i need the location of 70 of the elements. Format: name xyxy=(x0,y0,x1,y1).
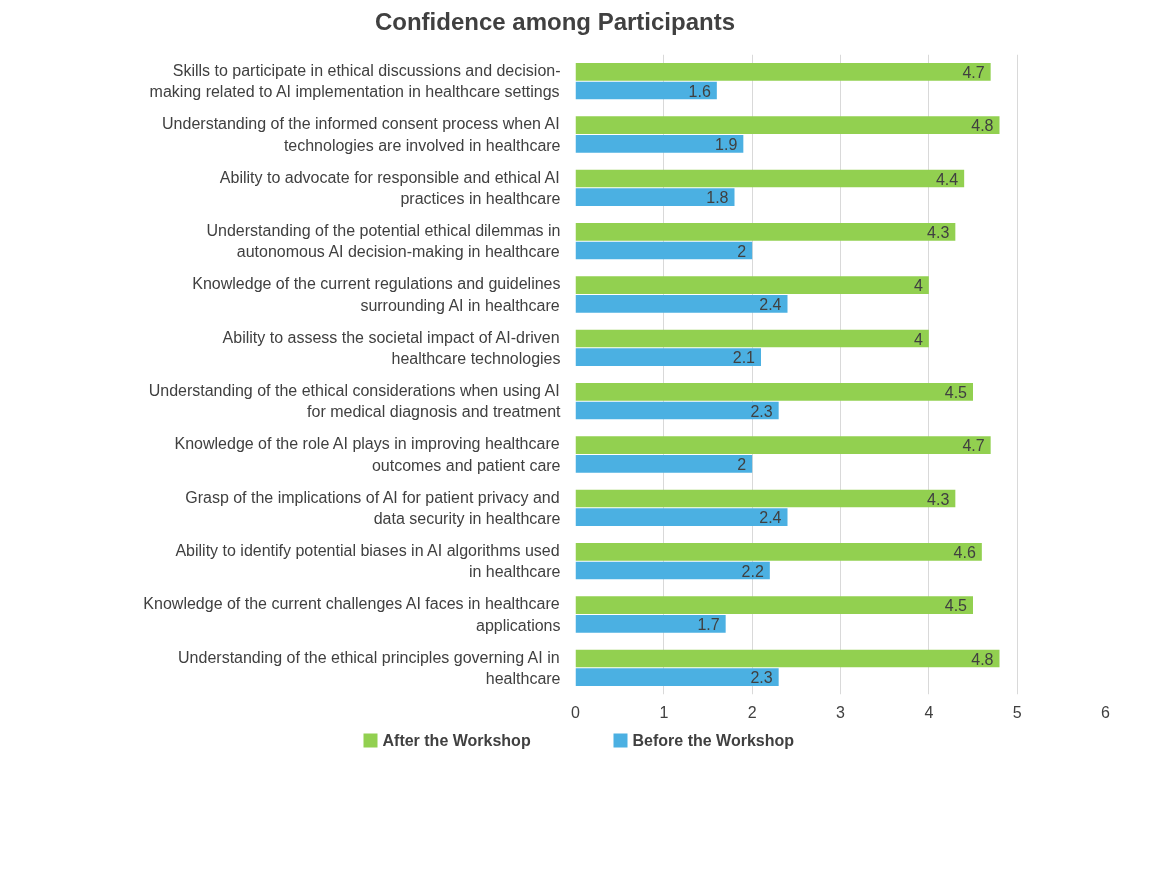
y-tick-label: Grasp of the implications of AI for patient privacy and data security in healthcare xyxy=(185,488,561,528)
bar xyxy=(575,348,761,367)
bar xyxy=(575,135,744,153)
x-tick-label: 2 xyxy=(747,703,757,721)
bar xyxy=(575,276,929,295)
data-label: 1.8 xyxy=(706,189,729,207)
bar xyxy=(575,81,717,100)
bar xyxy=(575,223,956,241)
bar xyxy=(575,649,1000,668)
y-tick-label: Skills to participate in ethical discussions and decision-making related to AI implementation in healthcare settings xyxy=(149,62,561,101)
chart-title: Confidence among Participants xyxy=(374,7,736,37)
x-tick-label: 0 xyxy=(571,703,581,721)
data-label: 4.5 xyxy=(944,384,968,402)
bar xyxy=(575,596,973,615)
bar xyxy=(575,436,991,455)
bar xyxy=(575,241,753,260)
data-label: 2 xyxy=(737,456,747,474)
data-label: 4.4 xyxy=(935,170,959,188)
data-label: 4.8 xyxy=(971,650,994,668)
data-label: 1.6 xyxy=(688,82,711,100)
y-tick-label: Knowledge of the role AI plays in improving healthcare outcomes and patient care xyxy=(174,435,561,474)
x-tick-label: 1 xyxy=(659,703,669,721)
data-label: 4.6 xyxy=(953,544,976,562)
data-label: 2.1 xyxy=(732,349,756,367)
bar xyxy=(575,401,779,420)
legend-label: Before the Workshop xyxy=(632,732,795,750)
data-label: 4.3 xyxy=(927,224,950,242)
x-tick-label: 6 xyxy=(1101,703,1111,721)
x-tick-label: 4 xyxy=(924,703,934,721)
y-tick-label: Knowledge of the current regulations and guidelines surrounding AI in healthcare xyxy=(192,275,561,314)
y-tick-label: Understanding of the ethical principles governing AI in healthcare xyxy=(178,648,561,688)
bar xyxy=(575,668,779,687)
data-label: 4 xyxy=(913,277,923,295)
y-tick-label: Knowledge of the current challenges AI faces in healthcare applications xyxy=(143,595,561,634)
data-label: 4.7 xyxy=(962,64,985,82)
bar xyxy=(575,489,956,508)
x-tick-label: 3 xyxy=(836,703,846,721)
y-tick-label: Ability to advocate for responsible and ethical AI practices in healthcare xyxy=(219,168,561,208)
data-label: 2 xyxy=(737,242,747,260)
y-tick-label: Ability to identify potential biases in AI algorithms used in healthcare xyxy=(175,542,561,581)
data-label: 4.3 xyxy=(927,490,950,508)
data-label: 2.3 xyxy=(750,669,773,687)
bar xyxy=(575,63,991,81)
data-label: 2.4 xyxy=(759,509,782,527)
bar xyxy=(575,188,735,207)
data-label: 1.9 xyxy=(715,136,738,154)
bar xyxy=(575,615,726,633)
bar xyxy=(575,455,753,473)
data-label: 4.5 xyxy=(944,597,968,615)
bar xyxy=(575,295,788,313)
bar xyxy=(575,561,770,580)
bar xyxy=(575,116,1000,135)
bar xyxy=(575,543,982,561)
data-label: 4 xyxy=(913,330,923,348)
y-tick-label: Understanding of the potential ethical dilemmas in autonomous AI decision-making in healthcare xyxy=(206,222,561,261)
data-label: 1.7 xyxy=(697,616,720,634)
bar xyxy=(575,508,788,527)
bar xyxy=(575,329,929,348)
x-tick-label: 5 xyxy=(1012,703,1022,721)
data-label: 4.7 xyxy=(962,437,985,455)
legend-label: After the Workshop xyxy=(382,732,531,750)
data-label: 2.3 xyxy=(750,402,773,420)
bar xyxy=(575,169,965,188)
y-tick-label: Understanding of the ethical considerations when using AI for medical diagnosis and treatment xyxy=(148,382,562,421)
bar xyxy=(575,383,973,401)
y-tick-label: Ability to assess the societal impact of AI-driven healthcare technologies xyxy=(222,328,561,368)
data-label: 2.4 xyxy=(759,296,782,314)
data-label: 4.8 xyxy=(971,117,994,135)
y-tick-label: Understanding of the informed consent process when AI technologies are involved in healthcare xyxy=(162,115,561,154)
data-label: 2.2 xyxy=(741,562,764,580)
